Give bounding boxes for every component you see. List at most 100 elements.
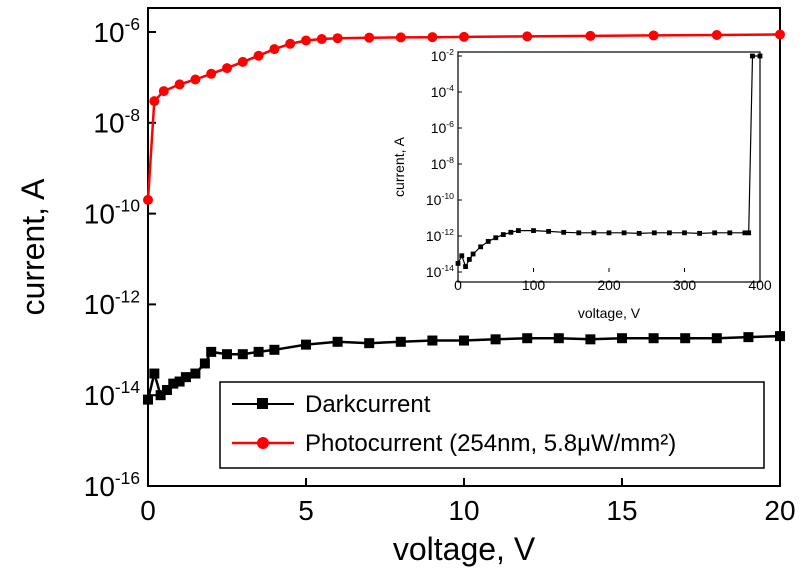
inset-y-tick-label: 10-12 bbox=[426, 227, 454, 244]
main-y-tick-base: 10 bbox=[84, 380, 115, 411]
inset-data-point bbox=[591, 230, 597, 236]
main-data-point bbox=[222, 63, 232, 74]
inset-data-point bbox=[750, 53, 755, 59]
main-data-point bbox=[711, 29, 722, 40]
main-y-tick-base: 10 bbox=[84, 198, 115, 229]
main-y-tick-label: 10-6 bbox=[93, 14, 140, 48]
main-data-point bbox=[143, 394, 153, 405]
main-y-tick-exponent: -8 bbox=[125, 105, 140, 125]
inset-data-point bbox=[742, 230, 748, 236]
main-x-tick-label: 20 bbox=[764, 495, 795, 526]
main-y-tick-label: 10-16 bbox=[84, 468, 140, 502]
legend-darkcurrent-label: Darkcurrent bbox=[305, 391, 431, 418]
legend-box bbox=[219, 381, 765, 469]
main-y-tick-exponent: -16 bbox=[115, 468, 140, 488]
inset-data-point bbox=[485, 239, 491, 244]
main-data-point bbox=[680, 333, 691, 344]
inset-y-tick-exponent: -12 bbox=[441, 227, 454, 237]
main-data-point bbox=[190, 368, 201, 379]
inset-data-point bbox=[493, 235, 499, 241]
inset-data-point bbox=[459, 253, 465, 259]
inset-y-tick-base: 10 bbox=[426, 228, 442, 244]
inset-y-tick-exponent: -6 bbox=[446, 119, 454, 129]
main-data-point bbox=[459, 335, 469, 346]
inset-y-tick-label: 10-4 bbox=[431, 83, 454, 100]
main-x-ticks: 0 5 10 15 20 bbox=[140, 478, 796, 526]
main-x-tick-label: 10 bbox=[448, 495, 479, 526]
main-data-point bbox=[648, 333, 659, 344]
main-data-point bbox=[253, 346, 264, 357]
main-data-point bbox=[149, 368, 160, 379]
inset-y-tick-base: 10 bbox=[431, 120, 447, 136]
main-data-point bbox=[199, 358, 210, 369]
inset-data-point bbox=[697, 230, 702, 236]
main-data-point bbox=[490, 334, 501, 345]
main-data-point bbox=[174, 79, 185, 90]
main-data-point bbox=[180, 372, 191, 383]
main-series-0 bbox=[143, 331, 785, 405]
main-data-point bbox=[364, 32, 375, 43]
inset-x-tick-label: 0 bbox=[454, 277, 462, 293]
main-data-point bbox=[149, 96, 160, 107]
main-data-point bbox=[332, 336, 343, 347]
inset-y-tick-label: 10-10 bbox=[426, 191, 454, 208]
main-data-point bbox=[427, 335, 438, 346]
main-data-point bbox=[459, 31, 469, 42]
main-data-point bbox=[395, 336, 406, 347]
inset-y-tick-label: 10-2 bbox=[431, 47, 454, 64]
main-data-point bbox=[775, 331, 785, 342]
main-data-point bbox=[285, 38, 296, 49]
main-data-point bbox=[155, 390, 166, 401]
inset-y-axis-label: current, A bbox=[391, 136, 407, 197]
inset-y-tick-label: 10-14 bbox=[426, 263, 454, 280]
inset-data-point bbox=[651, 230, 657, 236]
inset-y-tick-label: 10-8 bbox=[431, 155, 454, 172]
inset-x-tick-label: 100 bbox=[522, 277, 546, 293]
inset-y-tick-exponent: -8 bbox=[446, 155, 454, 165]
inset-data-point bbox=[757, 53, 763, 59]
inset-y-tick-exponent: -14 bbox=[441, 263, 454, 273]
main-y-axis-label: current, A bbox=[15, 178, 51, 316]
main-data-point bbox=[332, 33, 343, 44]
main-x-tick-label: 0 bbox=[140, 495, 156, 526]
main-data-point bbox=[174, 376, 185, 387]
inset-plot-frame bbox=[457, 51, 761, 283]
inset-x-axis-label: voltage, V bbox=[578, 305, 641, 321]
main-x-tick-label: 15 bbox=[606, 495, 637, 526]
inset-data-point bbox=[712, 230, 718, 236]
inset-data-point bbox=[667, 230, 672, 236]
inset-data-point bbox=[500, 232, 506, 237]
inset-data-point bbox=[470, 251, 476, 257]
main-data-point bbox=[522, 333, 533, 344]
main-y-tick-base: 10 bbox=[93, 17, 124, 48]
inset-y-tick-base: 10 bbox=[431, 48, 447, 64]
main-data-point bbox=[237, 56, 248, 67]
inset-y-tick-exponent: -2 bbox=[446, 47, 454, 57]
inset-data-point bbox=[576, 230, 582, 236]
inset-x-tick-label: 300 bbox=[673, 277, 697, 293]
legend: Darkcurrent Photocurrent (254nm, 5.8μW/m… bbox=[219, 381, 765, 469]
main-data-point bbox=[617, 333, 627, 344]
inset-y-tick-base: 10 bbox=[426, 264, 442, 280]
inset-data-point bbox=[727, 230, 733, 236]
main-data-point bbox=[585, 30, 596, 41]
inset-y-tick-base: 10 bbox=[426, 192, 442, 208]
inset-y-tick-exponent: -10 bbox=[441, 191, 454, 201]
main-data-point bbox=[253, 50, 264, 61]
main-y-tick-exponent: -12 bbox=[115, 286, 140, 306]
main-data-point bbox=[427, 32, 438, 43]
main-data-point bbox=[206, 346, 217, 357]
inset-data-point bbox=[606, 230, 612, 236]
main-data-point bbox=[269, 44, 280, 55]
main-y-tick-exponent: -6 bbox=[125, 14, 140, 34]
main-y-tick-label: 10-14 bbox=[84, 377, 141, 411]
main-y-tick-base: 10 bbox=[93, 108, 124, 139]
inset-data-point bbox=[455, 261, 461, 266]
main-y-tick-label: 10-12 bbox=[84, 286, 140, 320]
main-data-point bbox=[301, 35, 311, 46]
main-y-tick-base: 10 bbox=[84, 471, 115, 502]
